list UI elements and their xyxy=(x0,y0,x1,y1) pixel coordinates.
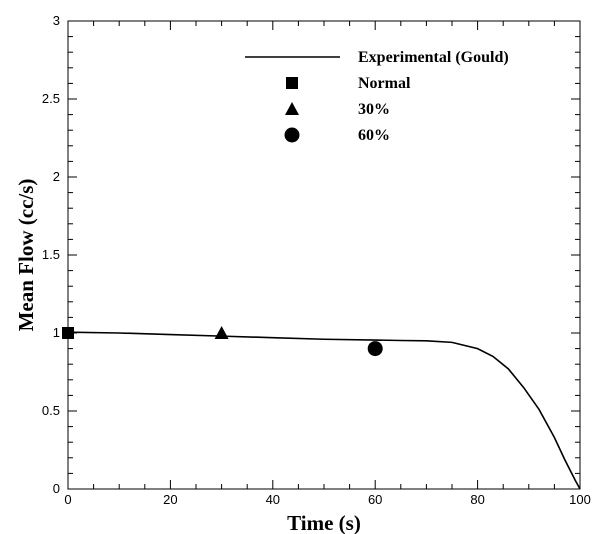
x-tick-label: 80 xyxy=(470,492,484,507)
x-tick-label: 0 xyxy=(64,492,71,507)
y-tick-label: 2 xyxy=(53,169,60,184)
data-point-triangle xyxy=(214,326,229,339)
x-tick-label: 60 xyxy=(368,492,382,507)
y-tick-label: 1 xyxy=(53,325,60,340)
y-axis-title: Mean Flow (cc/s) xyxy=(14,179,38,332)
legend-label: Experimental (Gould) xyxy=(358,49,509,66)
axis-ticks xyxy=(67,20,581,490)
y-tick-label: 0.5 xyxy=(42,403,60,418)
legend-label: 30% xyxy=(358,101,390,118)
y-tick-label: 1.5 xyxy=(42,247,60,262)
x-tick-label: 100 xyxy=(569,492,591,507)
legend-label: 60% xyxy=(358,127,390,144)
y-tick-label: 2.5 xyxy=(42,91,60,106)
data-point-square xyxy=(62,327,74,339)
y-tick-label: 3 xyxy=(53,13,60,28)
legend-swatch-triangle xyxy=(285,102,299,115)
x-tick-label: 40 xyxy=(266,492,280,507)
x-axis-title: Time (s) xyxy=(287,511,361,534)
legend-swatch-square xyxy=(286,77,298,89)
legend-label: Normal xyxy=(358,75,411,92)
series-line-experimental xyxy=(67,331,581,490)
y-tick-label: 0 xyxy=(53,481,60,496)
plot-frame xyxy=(67,20,581,490)
legend-swatch-circle xyxy=(284,127,300,143)
legend: Experimental (Gould) Normal 30% 60% xyxy=(245,49,509,144)
x-tick-label: 20 xyxy=(163,492,177,507)
tick-labels: 0 20 40 60 80 100 0 0.5 1 1.5 2 2.5 3 xyxy=(42,13,591,507)
data-point-circle xyxy=(367,341,383,357)
series-layer xyxy=(62,326,581,490)
